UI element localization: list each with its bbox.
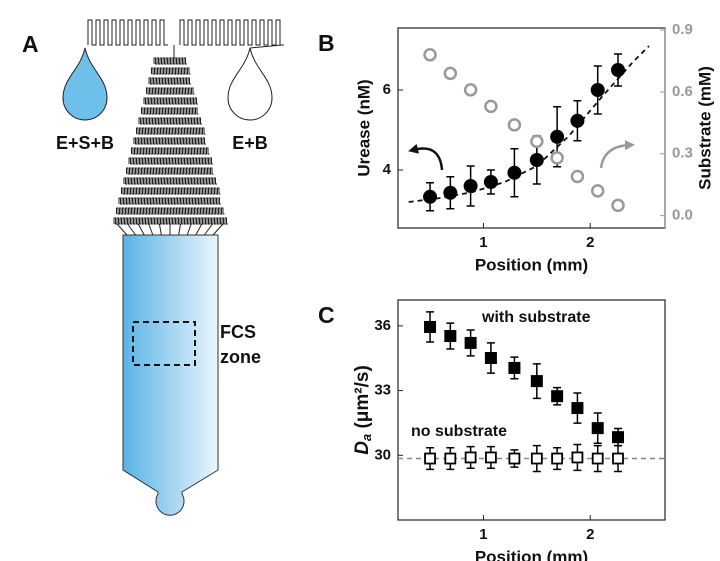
y-tick-label: 6 bbox=[383, 81, 391, 98]
x-tick-label: 2 bbox=[586, 234, 594, 251]
data-point bbox=[590, 184, 605, 198]
data-point bbox=[507, 165, 522, 180]
data-point bbox=[423, 189, 438, 204]
chart: B 1 2 4 6 0.0 0.3 0.6 0.9 Position (mm) Urease (nM… bbox=[318, 21, 714, 274]
y-tick-label: 33 bbox=[374, 382, 391, 399]
data-point bbox=[443, 66, 458, 81]
chart: C 1 2 30 33 36 Position (mm) Da (μm²/s) with sub… bbox=[318, 299, 666, 561]
y-tick-label: 4 bbox=[383, 161, 392, 178]
plot-frame bbox=[397, 299, 666, 521]
data-point bbox=[611, 198, 625, 213]
data-point bbox=[444, 330, 457, 343]
observation-channel bbox=[122, 234, 219, 516]
data-point bbox=[611, 63, 626, 77]
inlet-label: E+S+B bbox=[56, 133, 114, 153]
data-point bbox=[530, 375, 543, 388]
data-point bbox=[464, 451, 477, 464]
data-point bbox=[530, 452, 543, 465]
data-point bbox=[484, 99, 498, 114]
inlet-drop bbox=[62, 47, 108, 121]
data-point bbox=[423, 48, 437, 62]
y-tick-label: 30 bbox=[374, 446, 391, 463]
data-point bbox=[571, 402, 584, 415]
x-tick-label: 2 bbox=[586, 526, 594, 543]
data-point bbox=[484, 352, 497, 365]
data-point bbox=[570, 169, 585, 184]
data-point bbox=[590, 83, 605, 97]
y2-axis-title: Substrate (mM) bbox=[695, 66, 714, 190]
data-point bbox=[551, 390, 564, 403]
data-point bbox=[612, 431, 625, 444]
data-point bbox=[424, 452, 436, 465]
inlet-drop bbox=[227, 47, 273, 121]
annotation: no substrate bbox=[411, 423, 507, 440]
data-point bbox=[530, 134, 544, 149]
data-point bbox=[550, 129, 565, 144]
y-tick-label: 36 bbox=[374, 317, 391, 334]
device-diagram: A E+S+B E+B FCS zone bbox=[22, 19, 284, 516]
panel-label: B bbox=[318, 30, 335, 56]
y-axis-subscript: a bbox=[359, 434, 374, 441]
data-point bbox=[529, 153, 544, 167]
data-point bbox=[424, 320, 437, 333]
x-tick-label: 1 bbox=[479, 234, 487, 251]
data-point bbox=[443, 185, 458, 200]
y2-tick-label: 0.9 bbox=[672, 21, 693, 38]
zone-label: FCS bbox=[220, 322, 256, 342]
y-axis-title: Da (μm²/s) bbox=[352, 365, 374, 455]
data-point bbox=[464, 336, 477, 349]
annotation: with substrate bbox=[481, 309, 591, 326]
data-point bbox=[551, 452, 564, 465]
serpentine-channels bbox=[87, 19, 284, 236]
data-point bbox=[591, 422, 604, 435]
y2-tick-label: 0.6 bbox=[672, 83, 693, 100]
panel-label: C bbox=[318, 302, 335, 328]
y2-tick-label: 0.3 bbox=[672, 145, 693, 162]
data-point bbox=[483, 175, 498, 189]
y-axis-unit: (μm²/s) bbox=[352, 365, 373, 434]
data-point bbox=[444, 452, 457, 465]
axis-arrow bbox=[599, 140, 635, 169]
inlet-label: E+B bbox=[232, 133, 268, 153]
data-point bbox=[507, 118, 522, 132]
data-point bbox=[508, 452, 521, 465]
data-point bbox=[485, 451, 497, 464]
data-point bbox=[612, 452, 624, 465]
y-axis-title: Urease (nM) bbox=[354, 79, 373, 176]
data-point bbox=[571, 451, 584, 464]
x-tick-label: 1 bbox=[479, 526, 487, 543]
x-axis-title: Position (mm) bbox=[475, 255, 588, 274]
y-axis-symbol: D bbox=[352, 441, 373, 455]
zone-label: zone bbox=[220, 347, 261, 367]
data-point bbox=[463, 83, 478, 97]
data-point bbox=[591, 452, 604, 465]
panel-label: A bbox=[22, 31, 39, 57]
axis-arrow bbox=[408, 143, 444, 171]
data-point bbox=[463, 179, 478, 193]
data-point bbox=[508, 361, 521, 374]
data-point bbox=[570, 113, 585, 128]
x-axis-title: Position (mm) bbox=[475, 547, 588, 561]
fcs-zone bbox=[132, 321, 196, 366]
data-point bbox=[550, 151, 564, 165]
y2-tick-label: 0.0 bbox=[672, 207, 693, 224]
